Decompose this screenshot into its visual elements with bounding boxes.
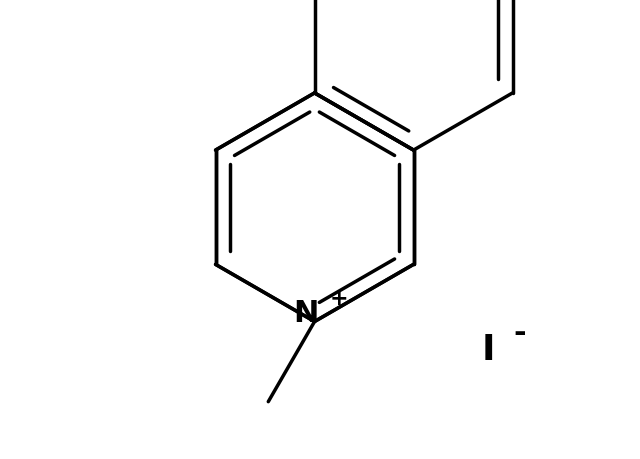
Text: +: + [329, 288, 348, 308]
Text: I: I [482, 332, 495, 366]
Text: -: - [513, 318, 525, 347]
Text: N: N [293, 299, 319, 328]
